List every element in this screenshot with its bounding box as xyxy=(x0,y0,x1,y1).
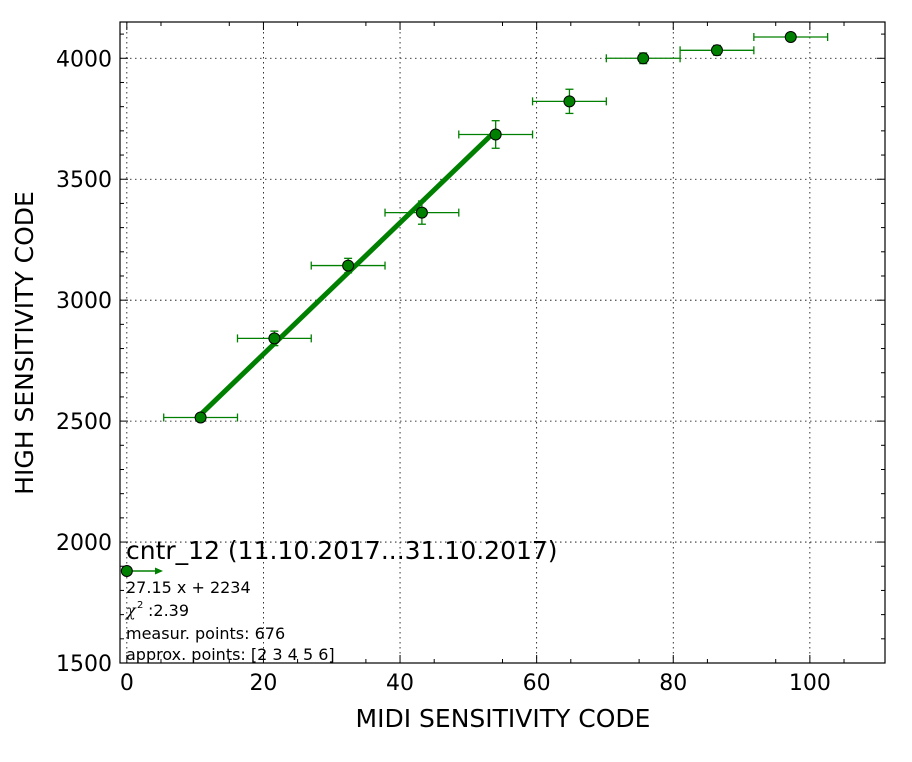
x-tick-label: 100 xyxy=(789,671,831,696)
y-tick-label: 3500 xyxy=(56,168,112,193)
legend-arrow-head xyxy=(155,567,163,575)
measur-points-text: measur. points: 676 xyxy=(126,624,285,643)
x-tick-label: 0 xyxy=(120,671,134,696)
chi-symbol: χ xyxy=(125,601,137,620)
x-tick-labels: 0 20 40 60 80 100 xyxy=(120,671,831,696)
y-axis-label: HIGH SENSITIVITY CODE xyxy=(10,191,39,495)
axis-ticks xyxy=(120,22,885,664)
y-tick-label: 2000 xyxy=(56,531,112,556)
x-tick-label: 80 xyxy=(659,671,687,696)
y-tick-label: 3000 xyxy=(56,289,112,314)
x-tick-label: 60 xyxy=(523,671,551,696)
data-point xyxy=(710,44,723,57)
chart-title: cntr_12 (11.10.2017...31.10.2017) xyxy=(126,536,558,565)
x-axis-label: MIDI SENSITIVITY CODE xyxy=(356,704,651,733)
x-tick-label: 20 xyxy=(249,671,277,696)
legend-marker xyxy=(120,565,163,577)
chi2-value-text: :2.39 xyxy=(148,601,189,620)
y-tick-labels: 1500 2000 2500 3000 3500 4000 xyxy=(56,47,112,677)
fit-equation-text: 27.15 x + 2234 xyxy=(126,578,251,597)
chi-superscript: 2 xyxy=(137,600,143,611)
y-tick-label: 2500 xyxy=(56,410,112,435)
plot-frame xyxy=(119,21,886,664)
data-point xyxy=(637,52,650,65)
data-point xyxy=(268,332,281,345)
data-point xyxy=(415,206,428,219)
legend-marker-point xyxy=(120,565,133,577)
x-tick-label: 40 xyxy=(386,671,414,696)
approx-points-text: approx. points: [2 3 4 5 6] xyxy=(126,645,335,664)
y-tick-label: 4000 xyxy=(56,47,112,72)
data-point xyxy=(194,411,207,424)
data-point xyxy=(489,128,502,141)
data-point xyxy=(342,259,355,272)
data-point xyxy=(784,30,797,43)
data-point xyxy=(563,95,576,108)
data-points xyxy=(194,30,797,424)
grid xyxy=(120,22,885,663)
chi2-label: χ 2 :2.39 xyxy=(125,600,189,620)
y-tick-label: 1500 xyxy=(56,652,112,677)
